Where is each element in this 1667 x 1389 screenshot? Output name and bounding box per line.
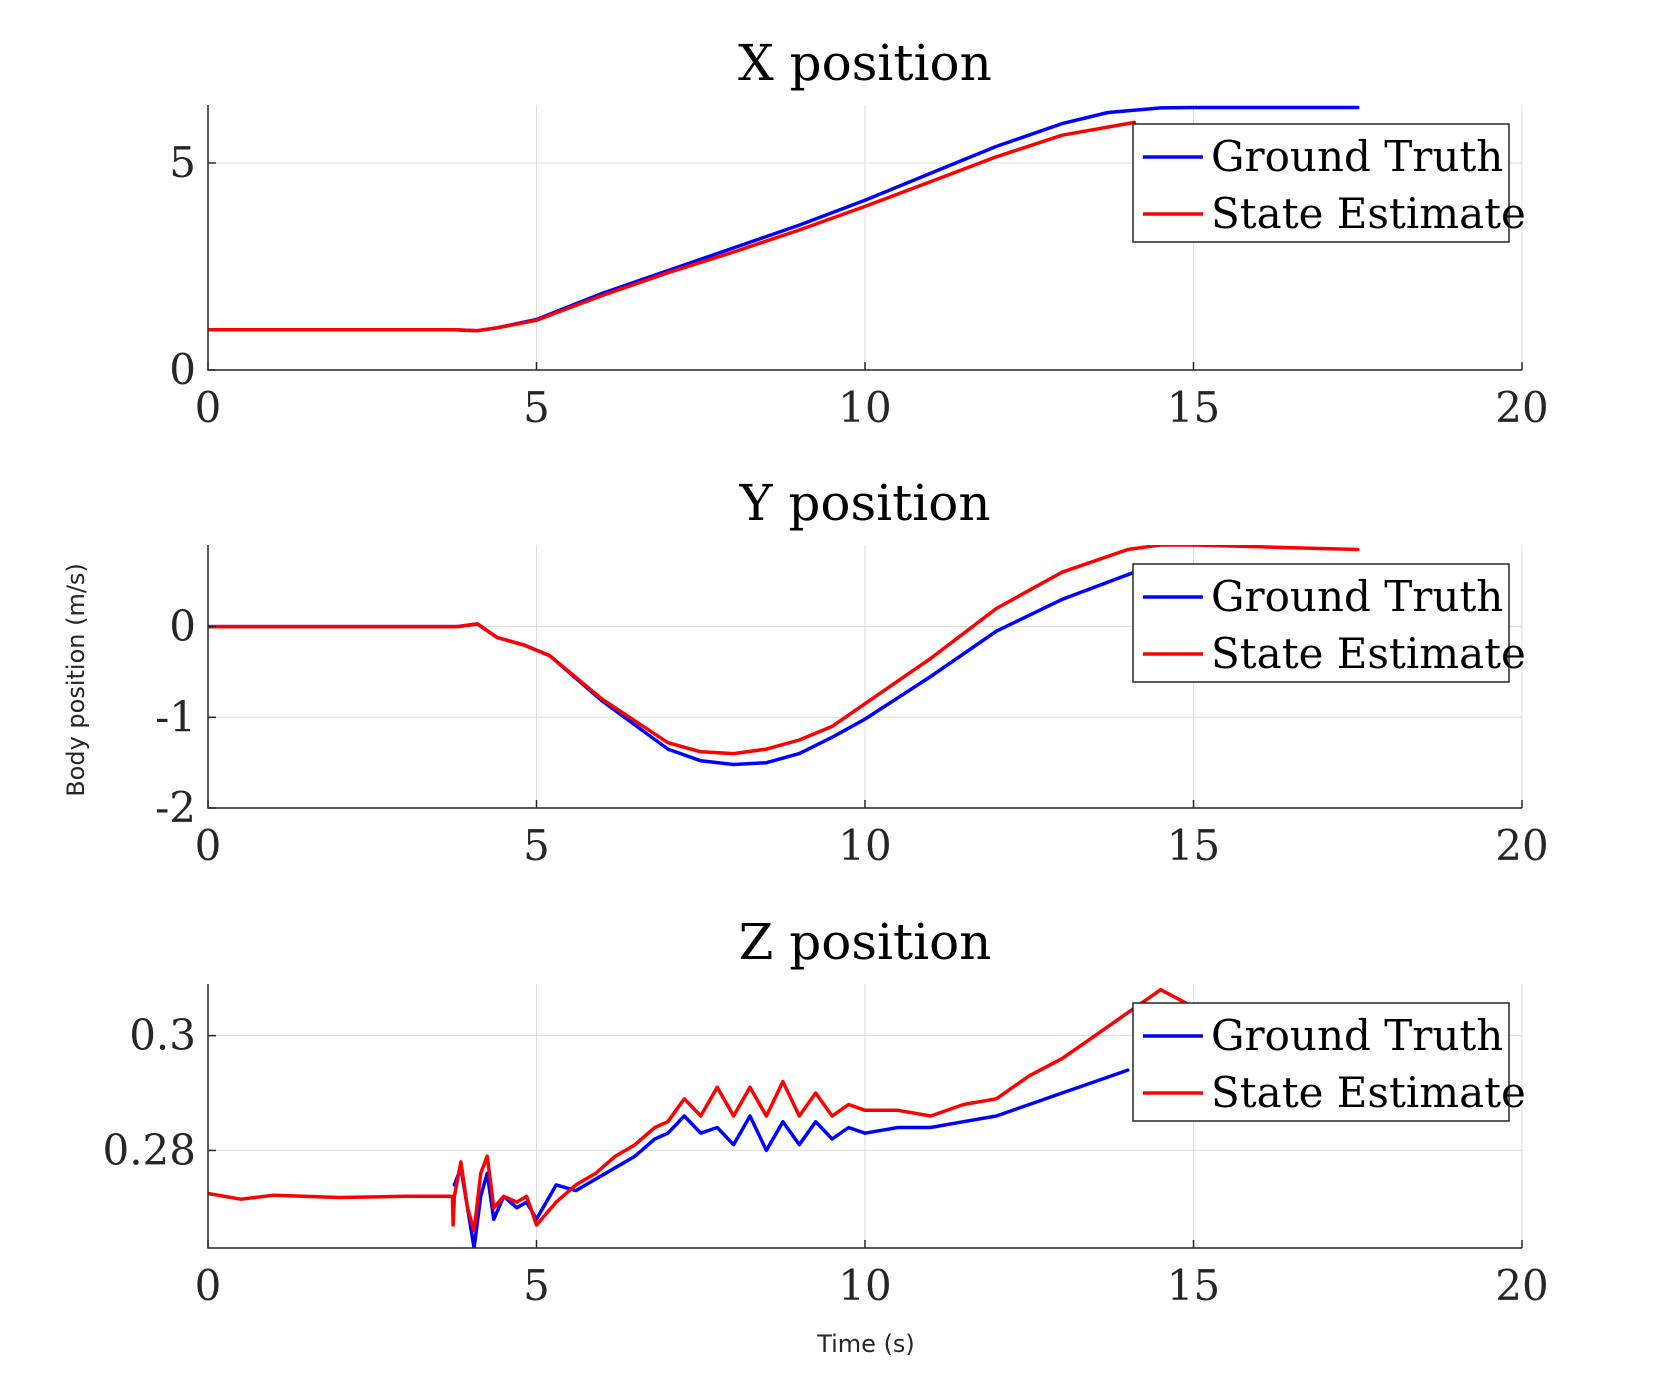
x-tick-label: 10: [838, 821, 891, 870]
x-tick-label: 5: [523, 383, 550, 432]
legend-box: [1132, 1002, 1510, 1122]
x-tick-label: 0: [195, 383, 222, 432]
x-tick-label: 5: [523, 1261, 550, 1310]
series-line-ground-truth: [208, 570, 1137, 767]
y-tick-label: 0: [169, 602, 196, 651]
legend-label-ground-truth: Ground Truth: [1211, 132, 1503, 181]
x-tick-label: 0: [195, 1261, 222, 1310]
legend-label-state-estimate: State Estimate: [1211, 629, 1526, 678]
legend-label-state-estimate: State Estimate: [1211, 189, 1526, 238]
y-axis-label: Body position (m/s): [62, 563, 90, 797]
series-line-state-estimate: [208, 120, 1137, 333]
subplot-title: X position: [738, 34, 992, 92]
x-tick-label: 20: [1495, 383, 1548, 432]
x-tick-label: 10: [838, 1261, 891, 1310]
x-tick-label: 0: [195, 821, 222, 870]
subplot-1: 0 5 10 15 20 0 5 X position Ground Truth State Es…: [169, 34, 1548, 432]
x-tick-label: 15: [1167, 1261, 1220, 1310]
y-tick-label: 0.3: [129, 1011, 196, 1060]
legend: Ground Truth State Estimate: [1132, 563, 1526, 683]
x-axis-label: Time (s): [816, 1330, 915, 1358]
subplot-3: 0 5 10 15 20 0.28 0.3 Z position Ground Truth Sta…: [102, 913, 1548, 1310]
legend-label-ground-truth: Ground Truth: [1211, 572, 1503, 621]
x-tick-label: 15: [1167, 383, 1220, 432]
legend-box: [1132, 563, 1510, 683]
y-tick-label: -1: [155, 692, 196, 741]
y-tick-label: 0.28: [102, 1125, 196, 1174]
series-line-state-estimate: [208, 987, 1229, 1233]
legend-box: [1132, 123, 1510, 243]
y-tick-label: 0: [169, 345, 196, 394]
x-tick-label: 15: [1167, 821, 1220, 870]
subplot-2: 0 5 10 15 20 -2 -1 0 Y position Ground Truth State…: [155, 474, 1549, 870]
y-tick-label: -2: [155, 783, 196, 832]
x-tick-label: 20: [1495, 1261, 1548, 1310]
subplot-title: Y position: [738, 474, 990, 532]
legend-label-ground-truth: Ground Truth: [1211, 1011, 1503, 1060]
legend: Ground Truth State Estimate: [1132, 123, 1526, 243]
y-tick-label: 5: [169, 138, 196, 187]
subplot-title: Z position: [739, 913, 992, 971]
x-tick-label: 20: [1495, 821, 1548, 870]
legend: Ground Truth State Estimate: [1132, 1002, 1526, 1122]
series-line-ground-truth: [452, 1068, 1130, 1248]
x-tick-label: 10: [838, 383, 891, 432]
x-tick-label: 5: [523, 821, 550, 870]
series-line-state-estimate: [208, 545, 1360, 756]
legend-label-state-estimate: State Estimate: [1211, 1068, 1526, 1117]
